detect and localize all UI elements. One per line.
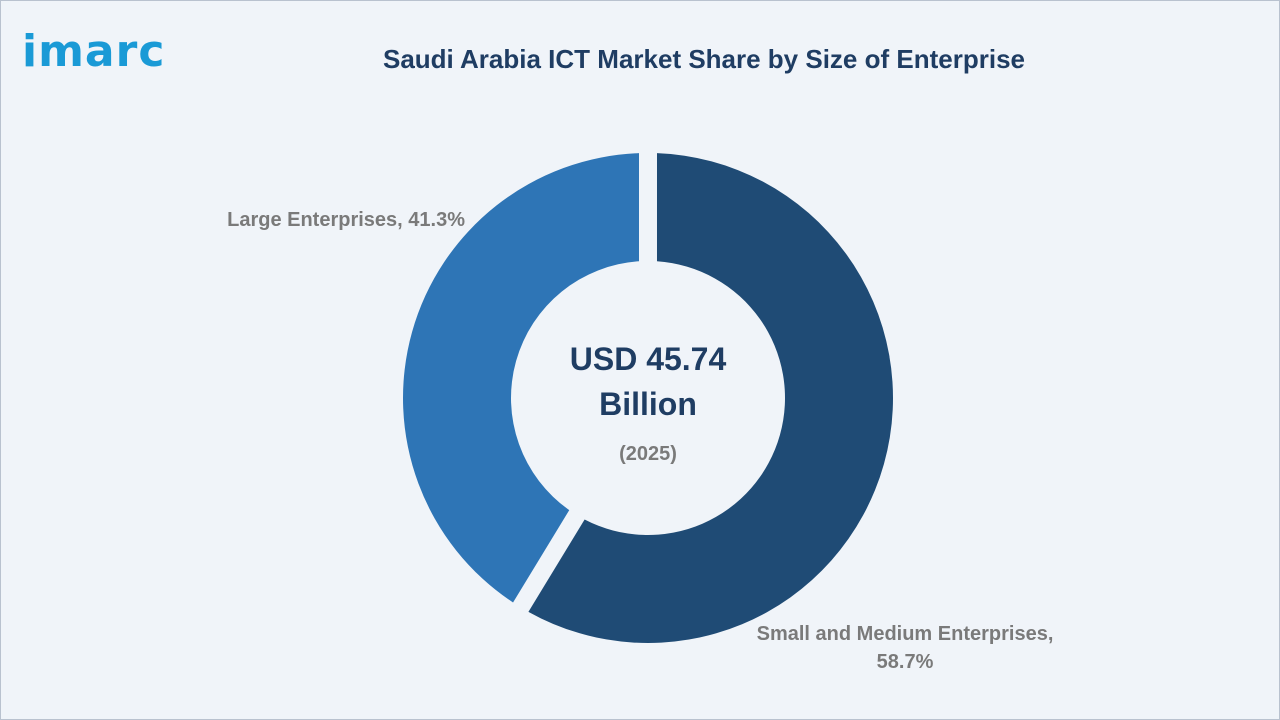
center-unit: Billion bbox=[599, 386, 697, 422]
label-sme-line1: Small and Medium Enterprises, bbox=[757, 623, 1054, 645]
slice-small-and-medium-enterprises bbox=[528, 153, 894, 643]
center-year: (2025) bbox=[619, 443, 677, 465]
chart-title: Saudi Arabia ICT Market Share by Size of… bbox=[382, 44, 1025, 74]
center-value: USD 45.74 bbox=[570, 341, 727, 377]
label-large-enterprises: Large Enterprises, 41.3% bbox=[227, 209, 465, 231]
imarc-logo: imarc bbox=[22, 26, 166, 77]
label-sme-line2: 58.7% bbox=[877, 651, 934, 673]
slice-large-enterprises bbox=[402, 153, 640, 603]
